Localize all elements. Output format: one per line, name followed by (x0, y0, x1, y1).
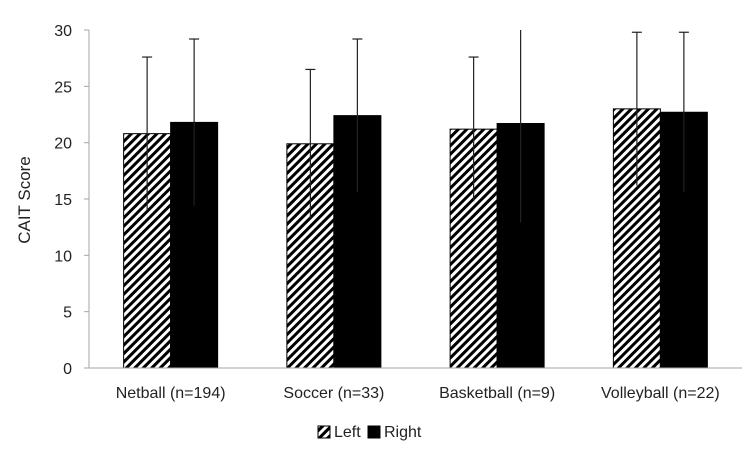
y-tick-label: 10 (54, 248, 72, 265)
x-category-label: Basketball (n=9) (439, 385, 555, 402)
legend: Left Right (317, 424, 422, 441)
x-category-label: Volleyball (n=22) (601, 385, 720, 402)
legend-swatch-right (367, 425, 381, 439)
y-tick-label: 25 (54, 79, 72, 96)
plot-area (123, 30, 708, 369)
x-category-label: Netball (n=194) (116, 385, 226, 402)
legend-label-left: Left (334, 424, 361, 441)
y-axis: 0 5 10 15 20 25 30 (54, 23, 90, 378)
y-tick-label: 5 (63, 305, 72, 322)
x-axis: Netball (n=194) Soccer (n=33) Basketball (… (89, 367, 742, 402)
y-tick-label: 20 (54, 136, 72, 153)
y-axis-title: CAIT Score (15, 156, 34, 244)
y-tick-label: 0 (63, 361, 72, 378)
legend-swatch-left (317, 425, 331, 439)
y-tick-label: 15 (54, 192, 72, 209)
x-category-label: Soccer (n=33) (283, 385, 384, 402)
y-tick-label: 30 (54, 23, 72, 40)
legend-label-right: Right (384, 424, 422, 441)
